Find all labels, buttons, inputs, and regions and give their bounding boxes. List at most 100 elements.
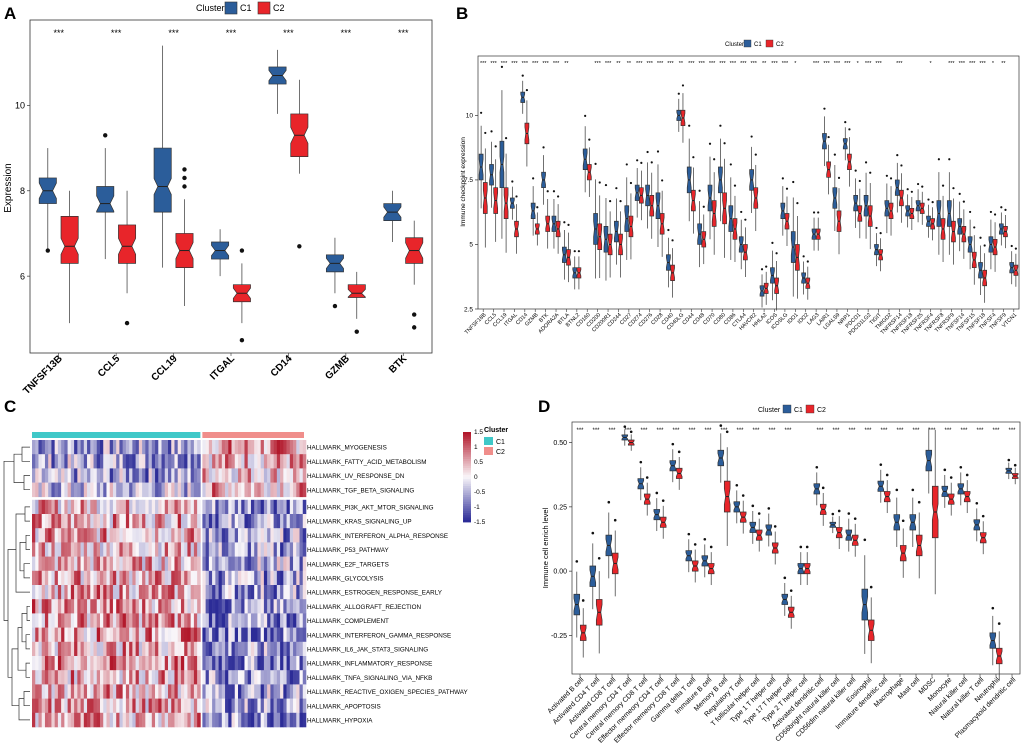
panel-d-legend-c1-swatch <box>782 404 792 414</box>
heatmap-cell <box>187 468 191 483</box>
box-outlier <box>821 486 825 490</box>
heatmap-cell <box>228 613 232 628</box>
heatmap-cell <box>231 585 236 600</box>
heatmap-cell <box>177 599 182 614</box>
heatmap-cell <box>190 641 195 657</box>
heatmap-cell <box>283 698 287 714</box>
heatmap-cell <box>77 613 81 628</box>
box-outlier <box>975 501 979 505</box>
heatmap-cell <box>54 556 59 572</box>
significance-label: *** <box>816 428 824 434</box>
significance-label: *** <box>740 61 747 67</box>
heatmap-cell <box>142 641 146 657</box>
heatmap-cell <box>51 482 55 498</box>
heatmap-cell <box>119 542 123 557</box>
heatmap-cell <box>90 684 94 699</box>
heatmap-cell <box>250 627 255 643</box>
heatmap-cell <box>244 641 249 657</box>
heatmap-cell <box>244 627 249 643</box>
heatmap-cell <box>112 556 117 572</box>
heatmap-cell <box>70 499 75 515</box>
box-outlier <box>910 190 913 193</box>
heatmap-cell <box>103 613 107 628</box>
heatmap-cell <box>96 585 101 600</box>
heatmap-cell <box>51 440 55 455</box>
color-scale-step <box>463 486 471 489</box>
heatmap-cell <box>57 514 62 529</box>
panel-c-label: C <box>4 397 16 416</box>
heatmap-cell <box>267 599 271 614</box>
box-outlier <box>182 184 187 189</box>
heatmap-cell <box>48 556 52 572</box>
heatmap-cell <box>197 542 201 557</box>
heatmap-cell <box>161 712 166 728</box>
heatmap-cell <box>109 440 114 455</box>
heatmap-cell <box>96 440 101 455</box>
heatmap-cell <box>283 641 287 657</box>
heatmap-cell <box>273 684 278 699</box>
heatmap-cell <box>225 514 229 529</box>
heatmap-cell <box>125 585 130 600</box>
heatmap-cell <box>74 613 78 628</box>
color-scale-step <box>463 517 471 521</box>
panel-d-plot-frame <box>571 421 1021 675</box>
box-outlier <box>751 504 755 508</box>
heatmap-cell <box>96 599 101 614</box>
heatmap-cell <box>135 613 140 628</box>
heatmap-cell <box>296 556 300 572</box>
heatmap-cell <box>197 656 201 671</box>
significance-label: * <box>857 61 860 67</box>
heatmap-cell <box>96 542 101 557</box>
heatmap-cell <box>57 454 62 469</box>
box-outlier <box>480 111 483 114</box>
heatmap-cell <box>57 613 62 628</box>
heatmap-cell <box>267 613 271 628</box>
heatmap-cell <box>280 712 284 728</box>
heatmap-cell <box>184 542 188 557</box>
heatmap-cell <box>70 712 75 728</box>
heatmap-cell <box>38 599 43 614</box>
heatmap-cell <box>32 570 36 586</box>
box-outlier <box>639 460 643 464</box>
significance-label: *** <box>656 428 664 434</box>
heatmap-cell <box>168 482 172 498</box>
heatmap-cell <box>38 542 43 557</box>
heatmap-cell <box>289 542 294 557</box>
heatmap-cell <box>74 542 78 557</box>
heatmap-cell <box>190 528 195 543</box>
heatmap-cell <box>87 468 91 483</box>
box-outlier <box>591 531 595 535</box>
heatmap-cell <box>296 627 300 643</box>
heatmap-cell <box>205 656 210 671</box>
heatmap-cell <box>171 712 175 728</box>
significance-label: *** <box>576 428 584 434</box>
box-outlier <box>640 161 643 164</box>
heatmap-cell <box>148 454 153 469</box>
heatmap-cell <box>135 670 140 685</box>
heatmap-cell <box>263 585 268 600</box>
heatmap-cell <box>190 613 195 628</box>
heatmap-cell <box>205 712 210 728</box>
heatmap-cell <box>38 482 43 498</box>
heatmap-cell <box>225 627 229 643</box>
heatmap-cell <box>138 468 143 483</box>
heatmap-cell <box>187 656 191 671</box>
significance-label: *** <box>865 61 872 67</box>
heatmap-cell <box>54 482 59 498</box>
heatmap-cell <box>221 698 226 714</box>
heatmap-cell <box>260 712 265 728</box>
panel-a-plot-frame <box>29 19 433 354</box>
significance-label: ** <box>616 61 621 67</box>
x-tick-label: CD14 <box>269 353 295 379</box>
heatmap-cell <box>83 641 88 657</box>
heatmap-cell <box>260 570 265 586</box>
heatmap-cell <box>231 712 236 728</box>
heatmap-cell <box>87 698 91 714</box>
heatmap-cell <box>231 556 236 572</box>
heatmap-cell <box>177 482 182 498</box>
significance-label: *** <box>341 28 352 38</box>
heatmap-cell <box>190 670 195 685</box>
heatmap-cell <box>138 656 143 671</box>
heatmap-cell <box>276 712 281 728</box>
